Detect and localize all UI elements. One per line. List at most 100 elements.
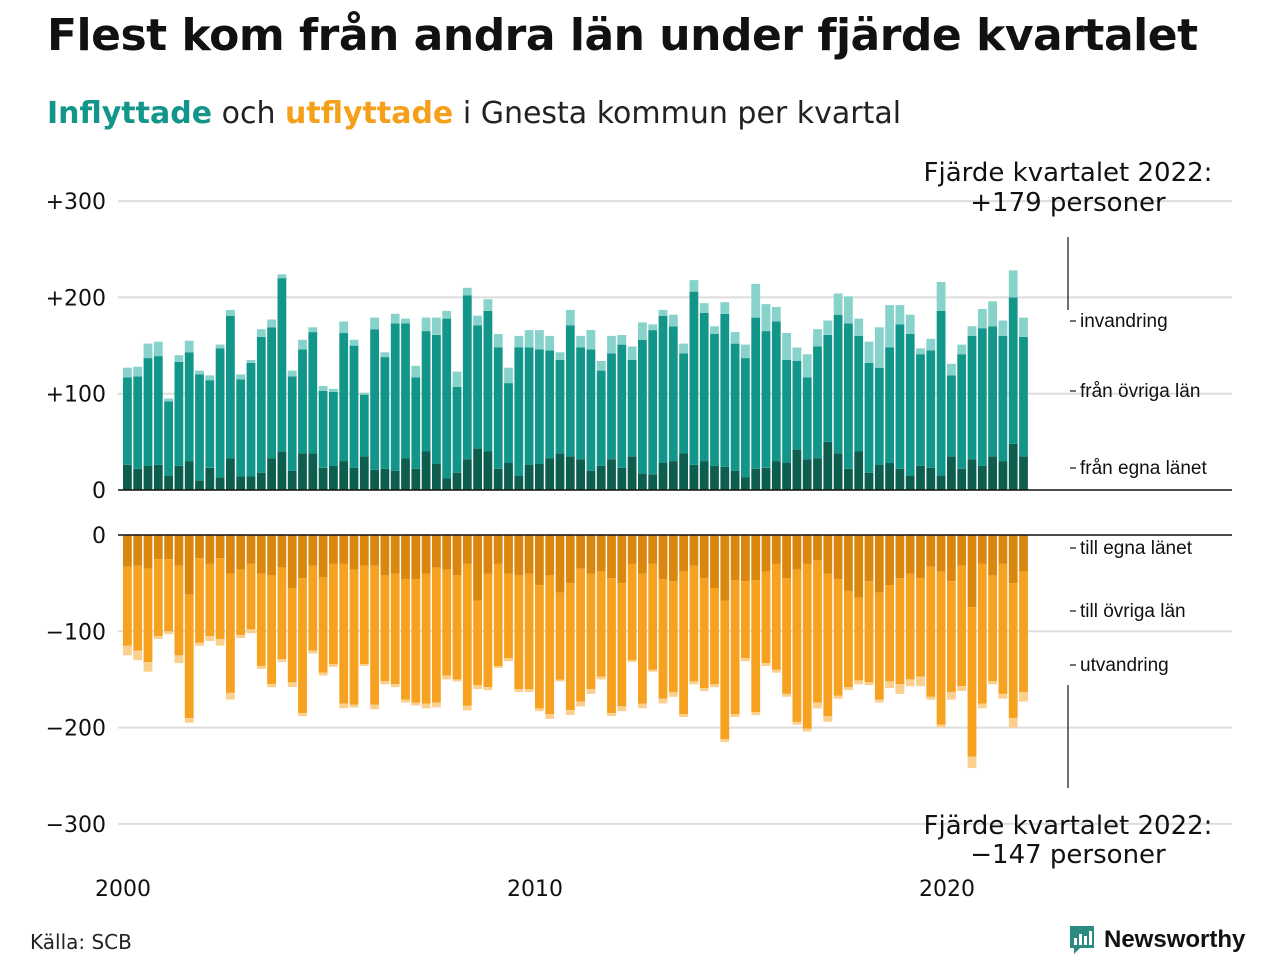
bar-in-0 [813,458,822,490]
bar-in-0 [977,465,987,490]
bar-in-2 [844,296,853,324]
bar-out-1 [195,558,204,643]
bar-out-0 [1008,535,1018,584]
bar-out-2 [638,703,647,709]
bar-out-0 [473,535,482,601]
bar-out-0 [710,535,719,588]
series-label-in: från övriga län [1080,381,1200,402]
bar-out-2 [782,693,791,697]
bar-in-1 [864,362,874,473]
bar-in-0 [895,468,905,490]
bar-in-1 [236,379,246,477]
bar-out-2 [967,756,977,769]
bar-in-2 [936,282,946,311]
bar-in-0 [596,465,606,490]
bar-in-1 [411,377,421,469]
bar-in-1 [421,331,431,452]
bar-in-1 [648,330,658,475]
bar-in-1 [267,327,276,459]
bar-in-0 [123,465,132,490]
bar-out-1 [741,581,750,659]
bar-in-1 [720,313,730,467]
bar-in-1 [174,361,184,466]
bar-in-0 [205,467,215,490]
bar-in-2 [226,309,235,316]
bar-in-2 [926,338,936,351]
bar-in-2 [277,274,287,279]
bar-out-0 [452,535,462,576]
bar-out-2 [329,664,338,667]
bar-in-0 [267,458,276,490]
bar-out-2 [895,684,905,694]
bar-in-1 [782,360,791,463]
bar-out-2 [1008,718,1018,728]
bar-in-0 [421,451,431,490]
bar-out-0 [411,535,421,580]
bar-out-0 [545,535,555,576]
bar-in-1 [298,349,307,454]
bar-in-0 [195,480,204,490]
bar-out-2 [916,676,925,687]
bar-in-0 [277,451,287,490]
bar-out-1 [782,578,791,694]
bar-out-0 [205,535,215,564]
bar-out-1 [988,575,997,682]
bar-out-2 [741,658,750,662]
bar-out-0 [741,535,750,582]
bar-out-1 [236,569,246,636]
bar-out-1 [123,566,132,646]
bar-in-2 [298,339,307,350]
bar-out-1 [895,578,905,685]
bar-out-1 [184,594,194,718]
bar-out-1 [452,575,462,680]
bar-out-1 [596,571,606,677]
bar-in-0 [720,466,730,490]
y-tick-labels: 0 +100 +200 +300 0 −100 −200 −300 [46,190,106,838]
bar-out-2 [926,696,936,700]
bar-out-1 [833,579,843,696]
bar-out-2 [596,676,606,680]
bar-in-1 [504,383,513,463]
bar-in-0 [411,468,421,490]
bar-out-2 [308,650,318,654]
bar-in-1 [442,318,452,479]
bar-in-0 [246,476,256,490]
bar-in-2 [741,344,750,359]
bar-out-1 [298,578,307,714]
bar-in-2 [267,319,276,328]
bar-out-0 [1019,535,1028,572]
bar-in-1 [617,344,627,468]
bar-in-2 [1008,270,1018,298]
bar-in-1 [741,358,750,478]
bar-out-2 [318,672,328,676]
bar-out-2 [462,705,472,711]
bar-out-0 [905,535,915,574]
bar-out-0 [256,535,266,574]
bar-out-0 [967,535,977,608]
bar-out-2 [813,702,822,709]
bar-out-1 [215,558,225,639]
bar-in-0 [576,459,585,490]
bar-out-1 [638,573,647,704]
bar-out-0 [720,535,730,601]
bar-out-1 [885,585,894,682]
bar-out-0 [349,535,359,570]
bar-in-2 [988,301,997,327]
bar-out-2 [401,699,410,703]
bar-in-2 [473,315,482,326]
bar-in-0 [926,467,936,490]
bar-in-0 [215,477,225,490]
newsworthy-logo[interactable]: Newsworthy [1068,924,1245,956]
bar-in-1 [813,346,822,459]
bar-out-1 [143,568,153,663]
bar-in-2 [905,314,915,334]
bar-out-0 [514,535,524,576]
bar-in-1 [833,314,843,454]
bar-in-1 [699,312,709,462]
bar-in-0 [874,465,884,490]
bar-out-0 [874,535,884,593]
bar-in-0 [905,475,915,490]
bar-in-2 [524,330,534,348]
bar-in-1 [668,326,678,462]
bar-in-1 [792,361,802,450]
